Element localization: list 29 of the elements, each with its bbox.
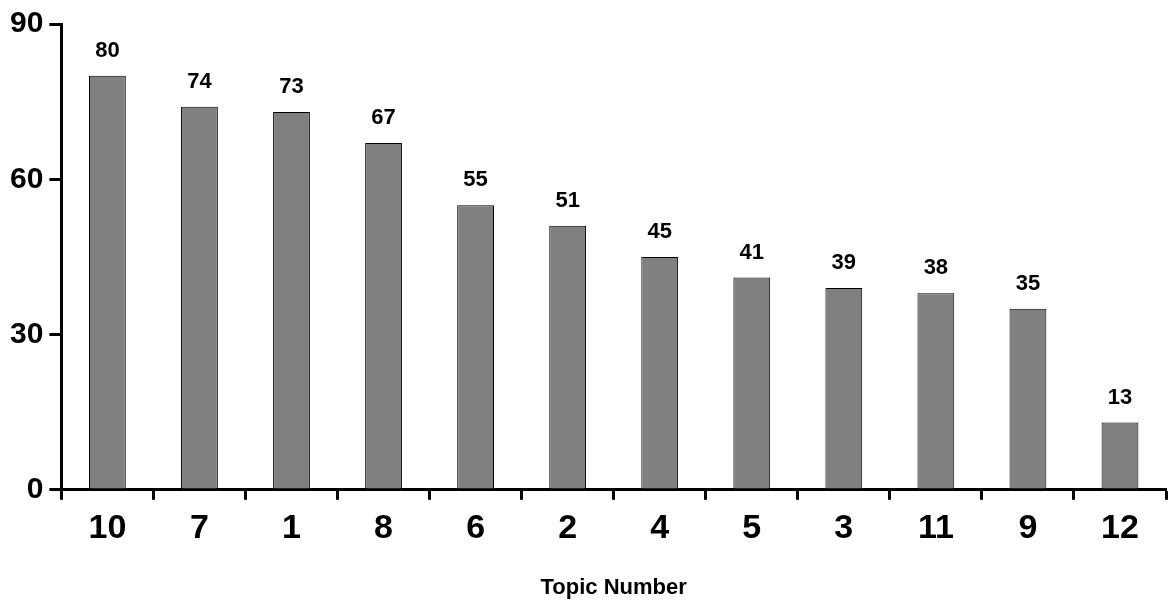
data-label: 73: [279, 73, 304, 99]
x-tick-label: 5: [742, 506, 762, 545]
x-tick-label: 12: [1101, 506, 1139, 545]
data-label: 13: [1107, 383, 1133, 409]
x-tick-label: 11: [917, 506, 954, 545]
data-label: 51: [555, 186, 580, 212]
data-label: 67: [371, 104, 396, 130]
y-tick-label: 0: [26, 471, 44, 505]
data-label: 39: [831, 249, 857, 275]
data-label: 38: [923, 254, 949, 280]
x-tick-label: 3: [834, 506, 854, 545]
y-tick-label: 30: [9, 315, 44, 349]
x-axis-title: Topic Number: [540, 573, 688, 599]
data-label: 55: [463, 166, 488, 192]
data-label: 45: [647, 217, 672, 243]
data-label: 41: [739, 238, 765, 264]
x-tick-label: 9: [1018, 506, 1038, 545]
y-tick-label: 90: [9, 5, 44, 39]
data-label: 80: [95, 36, 120, 62]
x-tick-label: 1: [282, 506, 301, 545]
y-tick-label: 60: [9, 160, 44, 194]
x-tick-label: 6: [466, 506, 486, 545]
x-tick-label: 8: [374, 506, 394, 545]
x-tick-label: 2: [558, 506, 578, 545]
x-tick-label: 7: [189, 506, 209, 545]
x-tick-label: 4: [650, 506, 670, 545]
x-tick-label: 10: [88, 506, 127, 545]
data-label: 74: [187, 67, 213, 93]
data-label: 35: [1015, 269, 1041, 295]
